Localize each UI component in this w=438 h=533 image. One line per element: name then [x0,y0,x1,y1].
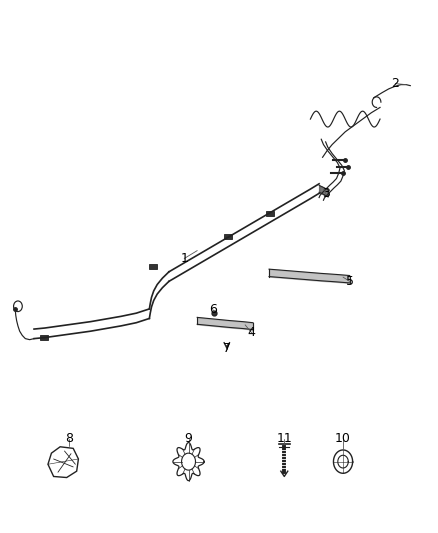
Text: 5: 5 [346,275,353,288]
Text: 7: 7 [223,342,231,355]
FancyBboxPatch shape [40,335,48,340]
Text: 3: 3 [321,187,329,200]
Text: 9: 9 [184,432,192,446]
FancyBboxPatch shape [149,264,157,269]
Text: 1: 1 [180,252,188,265]
Text: 8: 8 [65,432,73,446]
Text: 6: 6 [209,303,217,317]
FancyBboxPatch shape [266,211,274,216]
Text: 10: 10 [335,432,351,446]
FancyBboxPatch shape [224,234,232,239]
Text: 11: 11 [276,432,292,446]
Text: 4: 4 [248,326,256,340]
Text: 2: 2 [391,77,399,90]
